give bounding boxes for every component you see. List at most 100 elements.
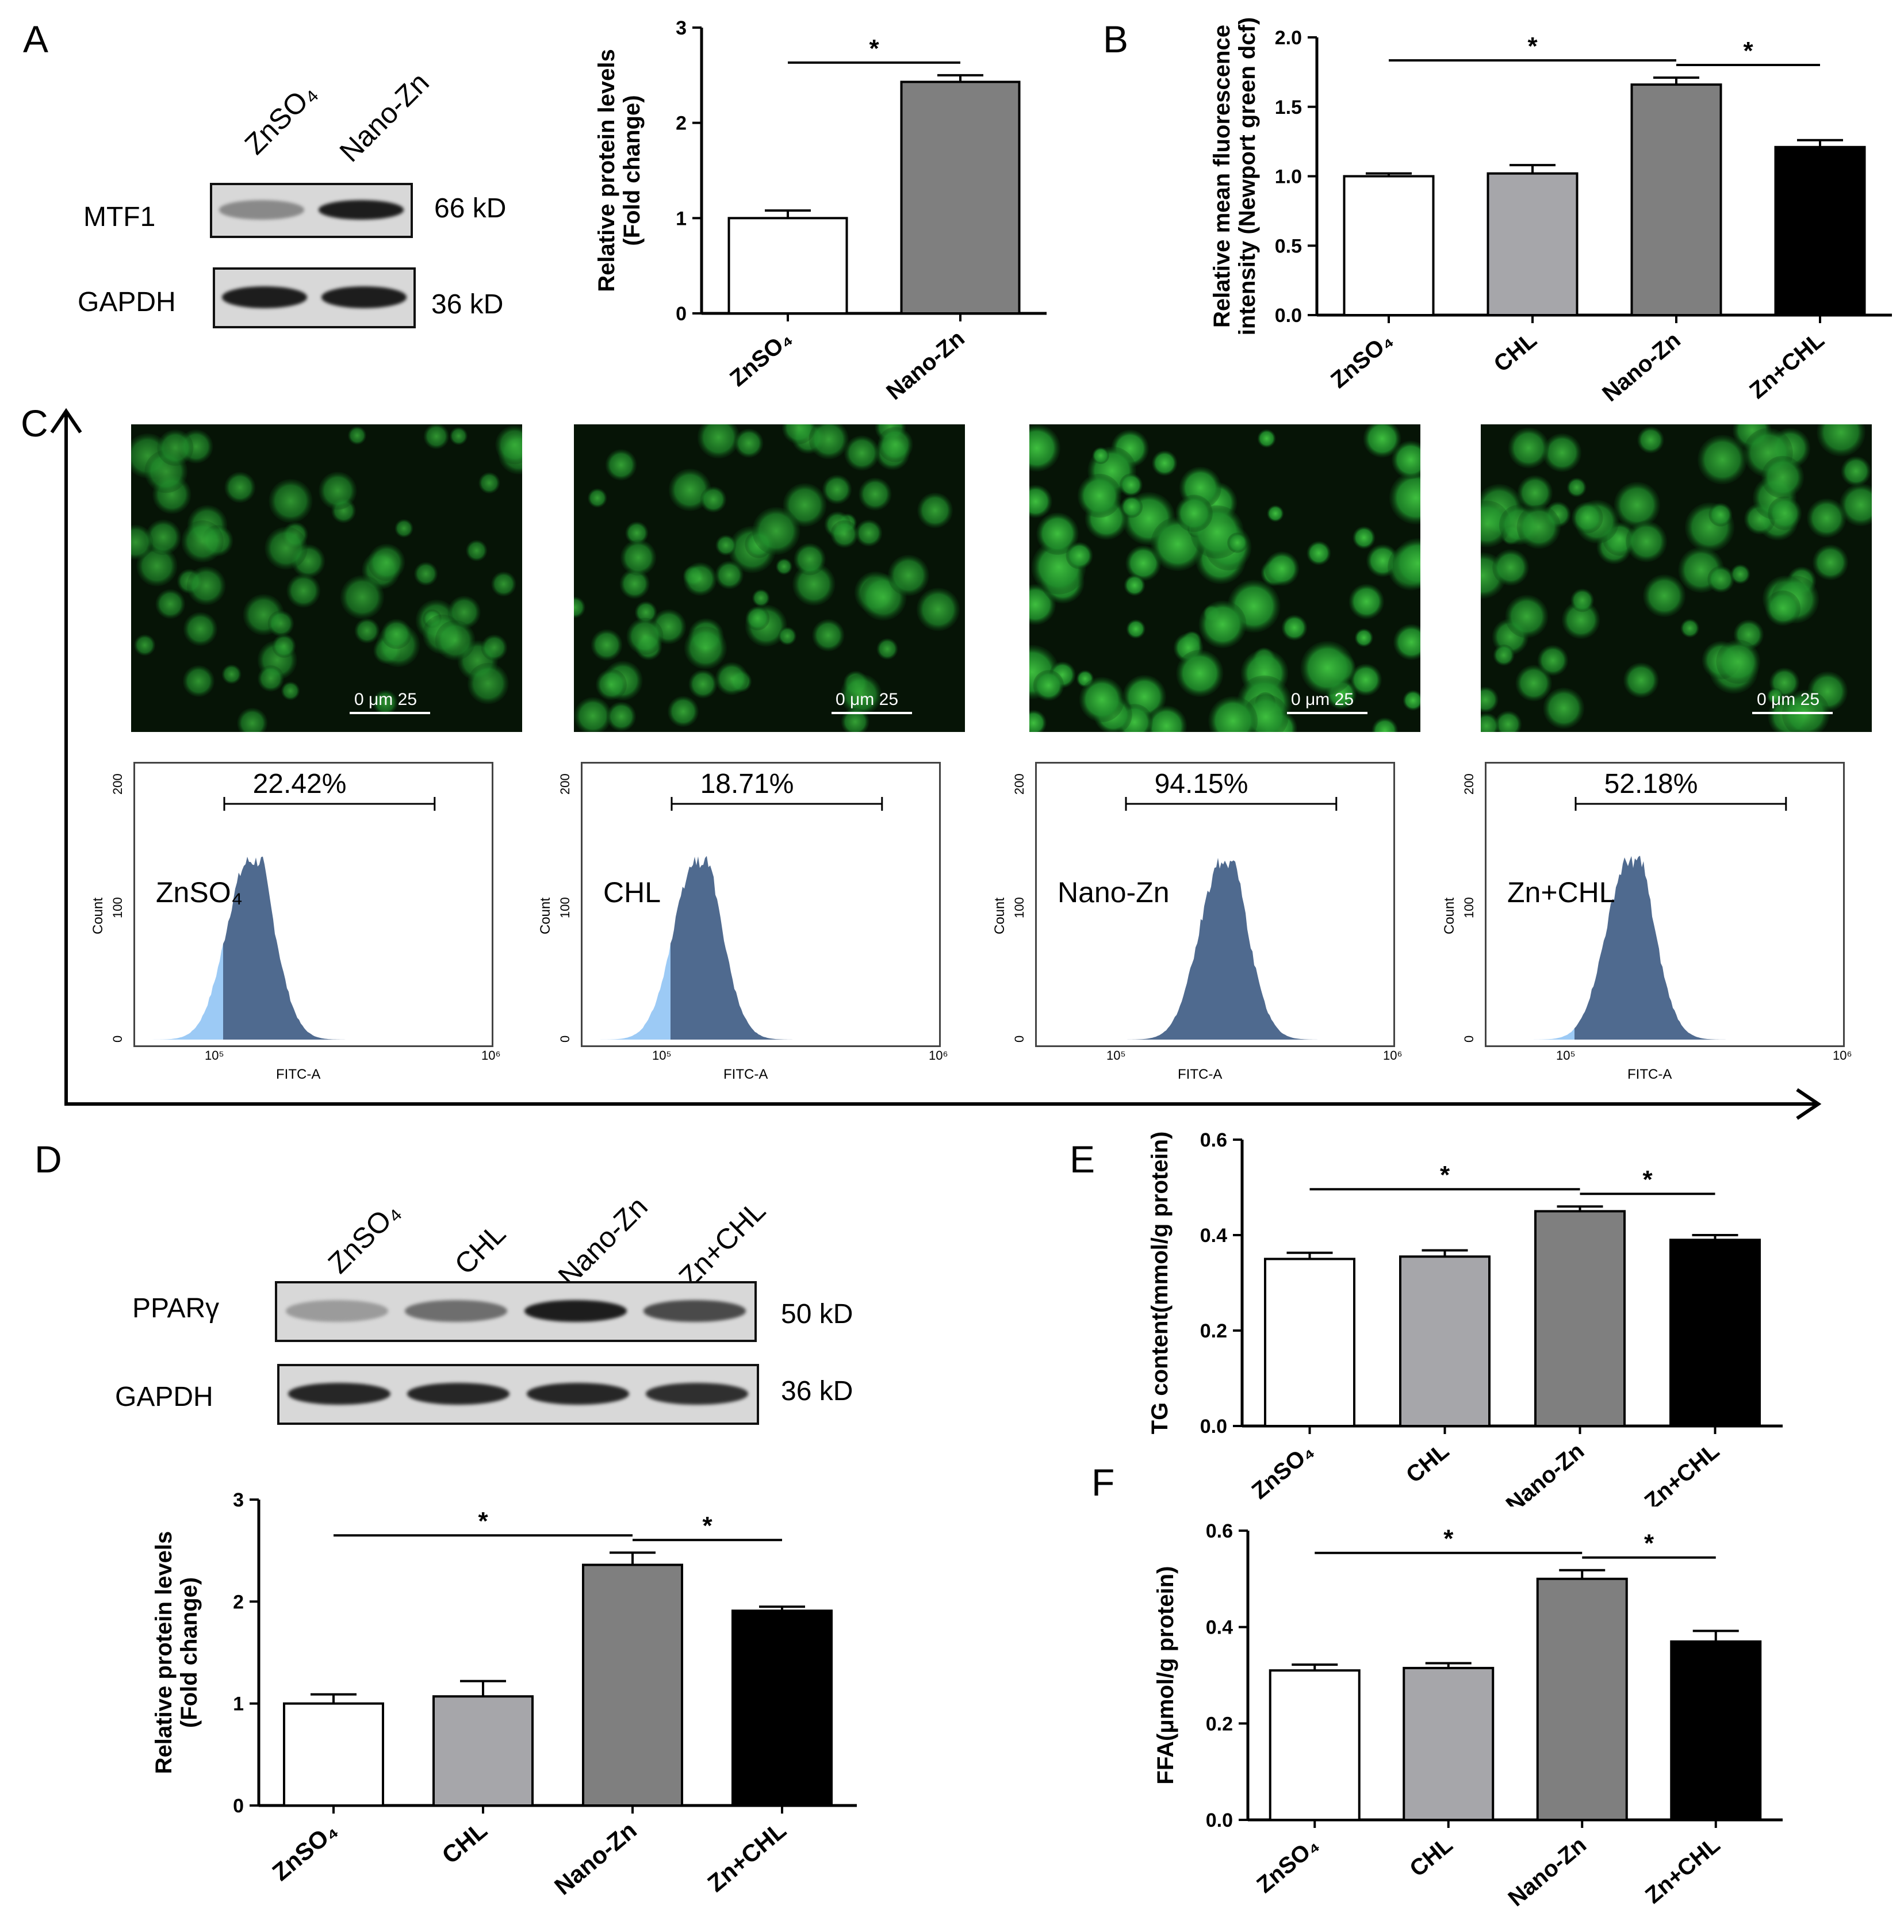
cell [1124,574,1146,596]
cell [319,471,357,510]
cell [1768,496,1802,530]
blot-band [222,286,308,308]
flow-histogram: 52.18% Zn+CHL [1485,762,1845,1047]
cell [1817,424,1865,457]
bar [1269,1669,1361,1821]
flow-group-name: Nano-Zn [1058,876,1170,908]
cell [1492,549,1529,586]
scale-bar-label: 0 μm 25 [354,690,417,709]
flow-y-tick-label: 0 [1012,1035,1026,1042]
cell [1120,496,1143,518]
micrograph-image [1481,424,1872,732]
significance-marker: * [1443,1525,1454,1553]
cell [1493,644,1515,666]
micrograph-znso4: 0 μm 25 [131,424,522,732]
y-tick-label: 0.2 [1206,1713,1233,1735]
cell [1623,662,1659,698]
cell [155,589,185,619]
y-tick-label: 1 [676,208,687,229]
cell [752,507,800,555]
cell [595,669,627,700]
cell [859,477,892,511]
blot-band [526,1383,629,1405]
bar [900,80,1021,315]
flow-y-tick-label: 100 [110,897,125,919]
flow-x-axis-label: FITC-A [1627,1067,1672,1082]
flow-x-tick-label: 10⁶ [929,1048,948,1063]
blot-d-kd-label: 36 kD [781,1376,853,1406]
cell [778,627,797,646]
cell [1354,628,1373,647]
blot-a-kd-label: 36 kD [431,289,504,320]
cell [745,606,770,631]
cell [1481,687,1499,713]
cell [145,519,181,555]
cell [423,424,449,449]
y-tick-label: 0.0 [1275,305,1302,327]
cell [1036,512,1079,555]
flow-y-tick-label: 0 [110,1035,125,1042]
cell [265,526,308,570]
cell [1716,639,1760,684]
cell [354,618,380,643]
cell [1807,498,1846,538]
cell [373,690,398,715]
cell [876,638,898,660]
cell [917,492,953,528]
y-axis-label: FFA(μmol/g protein) [1153,1566,1178,1785]
cell [1708,503,1733,527]
y-tick-label: 0.4 [1200,1225,1227,1247]
cell [1029,485,1052,518]
cell [1680,619,1699,638]
y-axis-label: Relative mean fluorescence [1209,25,1235,328]
y-tick-label: 2 [676,113,687,135]
bar [731,1609,833,1807]
cell [1392,538,1420,589]
blot-band [288,1383,390,1405]
cell [1092,447,1109,465]
blot-a-row-label: MTF1 [83,202,156,232]
y-axis-label: (Fold change) [619,95,645,246]
cell [781,424,815,444]
cell [683,562,717,596]
cell [1515,665,1552,702]
y-tick-label: 1.5 [1275,97,1302,118]
blot-band [643,1300,746,1322]
cell [131,524,154,560]
cell [381,619,412,649]
cell [348,426,367,445]
cell [1198,600,1247,649]
cell [1730,564,1750,584]
blot-d-row-label: PPARγ [132,1293,220,1324]
cell [634,601,657,624]
cell [269,479,313,523]
scale-bar [350,712,430,714]
scale-bar [832,712,912,714]
cell [413,562,438,586]
micrograph-nano-zn: 0 μm 25 [1029,424,1420,732]
blot-a-membrane [213,267,416,328]
y-tick-label: 0.0 [1200,1416,1227,1438]
cell [887,554,929,596]
significance-marker: * [1527,32,1538,60]
y-tick-label: 0.6 [1200,1129,1227,1151]
flow-histogram-plot [135,797,492,1040]
flow-y-tick-label: 200 [1012,773,1026,795]
cell [1029,424,1060,472]
histogram-positive-region [223,856,492,1040]
y-tick-label: 0.2 [1200,1320,1227,1342]
cell [1570,588,1594,612]
cell [1363,424,1401,458]
flow-histogram-plot [583,797,939,1040]
histogram-positive-region [1125,857,1393,1040]
flow-y-tick-label: 0 [1462,1035,1476,1042]
flow-y-axis-label: Count [90,897,106,934]
cell [1517,475,1553,511]
cell [1300,641,1355,695]
blot-band [321,286,407,308]
flow-x-tick-label: 10⁵ [1556,1048,1576,1063]
cell [715,561,744,589]
cell [367,543,405,581]
histogram-negative-region [135,944,223,1040]
flow-y-tick-label: 100 [558,897,572,919]
